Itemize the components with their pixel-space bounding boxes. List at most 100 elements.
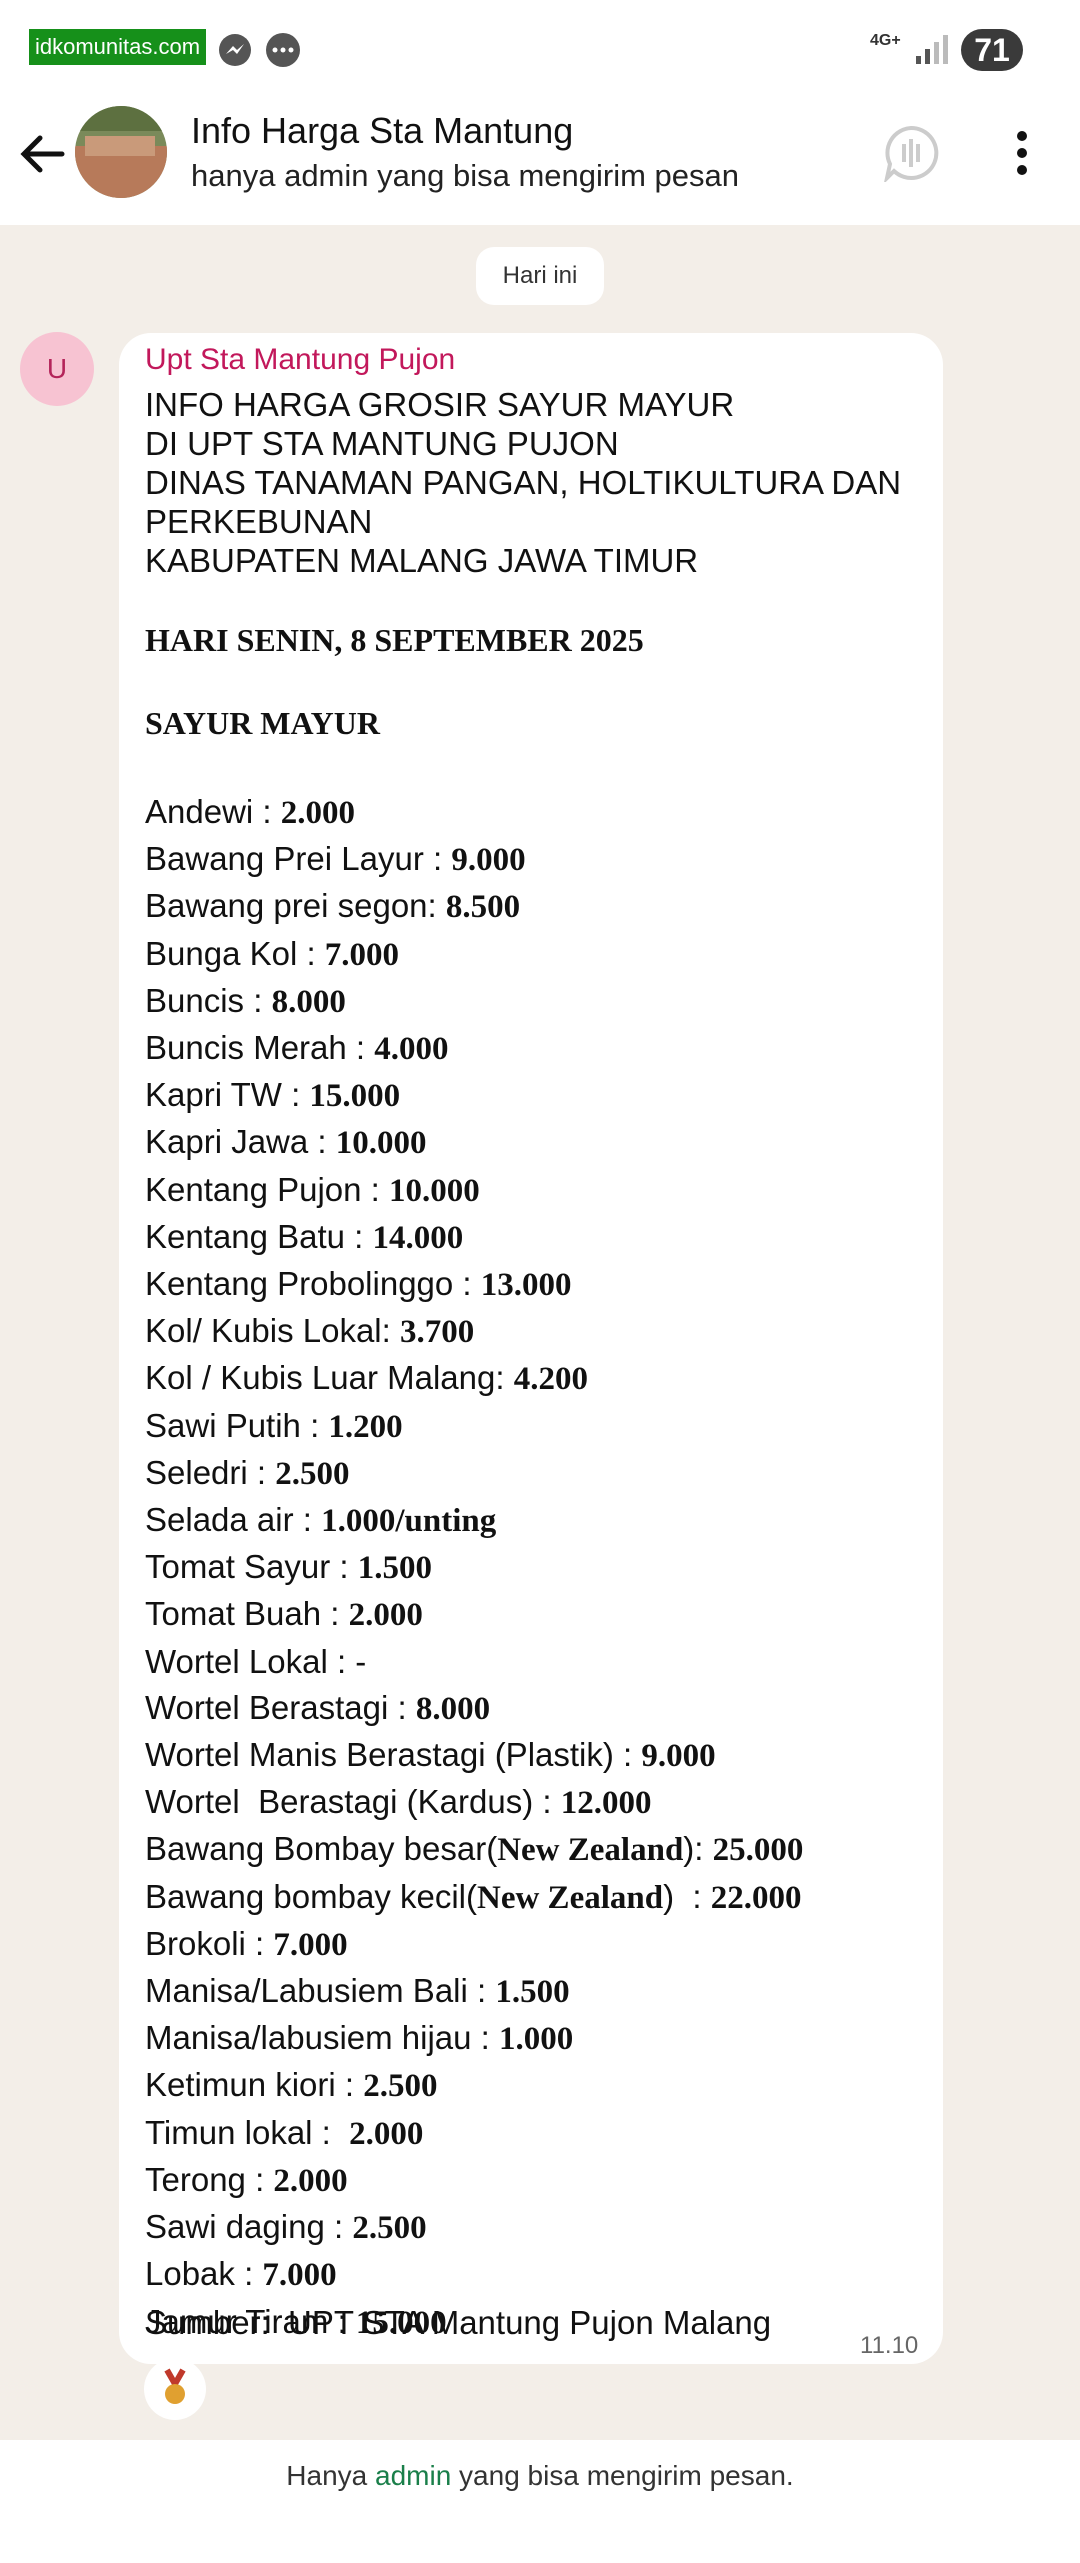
item-name: Lobak : [145, 2255, 263, 2293]
price-row: Wortel Lokal : - [145, 1639, 803, 1685]
price: 9.000 [641, 1738, 716, 1775]
menu-button[interactable] [1008, 128, 1036, 178]
price: 7.000 [262, 2257, 337, 2294]
footer-text: yang bisa mengirim pesan. [451, 2460, 794, 2491]
heading-line: KABUPATEN MALANG JAWA TIMUR [145, 542, 699, 579]
price: 7.000 [273, 1926, 348, 1963]
price-row: Brokoli : 7.000 [145, 1921, 803, 1968]
price: 2.500 [352, 2210, 427, 2247]
item-name: Sawi Putih : [145, 1406, 329, 1444]
item-name: Timun lokal : [145, 2113, 350, 2151]
network-type: 4G+ [870, 32, 901, 49]
item-name: Andewi : [145, 793, 281, 830]
reaction[interactable] [142, 2356, 208, 2422]
price: 2.500 [363, 2068, 438, 2105]
signal-icon [916, 35, 948, 64]
price: 8.500 [445, 889, 521, 926]
back-button[interactable] [18, 128, 68, 178]
price-row: Timun lokal : 2.000 [145, 2110, 803, 2157]
item-name: Kentang Batu : [145, 1217, 373, 1255]
price-row: Tomat Sayur : 1.500 [145, 1544, 803, 1591]
price: 7.000 [324, 936, 400, 973]
price: 1.500 [495, 1974, 570, 2011]
price-row: Wortel Berastagi (Kardus) : 12.000 [145, 1779, 803, 1826]
price-row: Buncis : 8.000 [145, 978, 803, 1025]
item-name: Bawang Bombay besar( [145, 1830, 498, 1868]
price-row: Buncis Merah : 4.000 [145, 1025, 803, 1072]
item-name: Manisa/Labusiem Bali : [145, 1972, 496, 2010]
heading: INFO HARGA GROSIR SAYUR MAYUR DI UPT STA … [145, 385, 905, 580]
price: 2.000 [348, 1597, 423, 1634]
heading-line: INFO HARGA GROSIR SAYUR MAYUR [145, 386, 735, 423]
price: 2.000 [280, 795, 355, 831]
sender-name: Upt Sta Mantung Pujon [145, 343, 456, 376]
item-name: Terong : [145, 2160, 274, 2198]
chat-title[interactable]: Info Harga Sta Mantung [191, 110, 574, 151]
price: 1.200 [328, 1408, 403, 1445]
price: 12.000 [560, 1785, 652, 1822]
price: 10.000 [335, 1125, 427, 1162]
price: 9.000 [451, 842, 526, 879]
item-name: ): [683, 1830, 713, 1868]
price-row: Kapri TW : 15.000 [145, 1072, 803, 1119]
item-name: Kentang Probolinggo : [145, 1265, 481, 1303]
price-row: Seledri : 2.500 [145, 1450, 803, 1497]
source: Sumber: UPT STA Mantung Pujon Malang [145, 2304, 772, 2341]
price-row: Bawang Bombay besar(New Zealand): 25.000 [145, 1826, 803, 1873]
price: 2.000 [273, 2162, 348, 2199]
price-row: Bawang prei segon: 8.500 [145, 883, 803, 930]
price-row: Ketimun kiori : 2.500 [145, 2062, 803, 2109]
voice-chat-icon[interactable] [882, 124, 940, 182]
item-name: Bawang Prei Layur : [145, 840, 452, 878]
item-name: Manisa/labusiem hijau : [145, 2019, 500, 2057]
price-row: Tomat Buah : 2.000 [145, 1591, 803, 1638]
item-name: Sawi daging : [145, 2208, 353, 2246]
heading-line: DI UPT STA MANTUNG PUJON [145, 425, 619, 462]
price-list: Andewi : 2.000 Bawang Prei Layur : 9.000 B… [145, 789, 803, 2346]
item-name: Bawang prei segon: [145, 887, 446, 925]
item-name: Wortel Lokal : - [145, 1642, 367, 1680]
item-name: Bunga Kol : [145, 934, 325, 972]
battery: 71 [961, 29, 1023, 71]
price: 4.000 [374, 1031, 449, 1068]
chat-subtitle: hanya admin yang bisa mengirim pesan [191, 158, 739, 193]
price-row: Jamur Tiram : 15.000 [145, 2299, 803, 2346]
price: 2.000 [349, 2115, 424, 2152]
item-name: Kapri TW : [145, 1076, 310, 1114]
item-name: Wortel Manis Berastagi (Plastik) : [145, 1736, 642, 1774]
section-title: SAYUR MAYUR [145, 705, 380, 741]
price: 8.000 [271, 983, 346, 1020]
item-name: Jamur Tiram : [145, 2302, 356, 2340]
price-row: Sawi daging : 2.500 [145, 2204, 803, 2251]
watermark: idkomunitas.com [29, 29, 207, 65]
message-time: 11.10 [860, 2332, 919, 2359]
price-row: Kapri Jawa : 10.000 [145, 1119, 803, 1166]
date-chip: Hari ini [476, 247, 604, 305]
group-avatar[interactable] [75, 106, 167, 198]
item-name: Buncis : [145, 981, 272, 1019]
item-name: Seledri : [145, 1453, 276, 1491]
item-name: Kentang Pujon : [145, 1170, 390, 1208]
price: 4.200 [513, 1361, 588, 1398]
price: New Zealand [477, 1879, 664, 1916]
price: 10.000 [389, 1172, 480, 1209]
price-row: Wortel Manis Berastagi (Plastik) : 9.000 [145, 1732, 803, 1779]
price-row: Lobak : 7.000 [145, 2251, 803, 2298]
item-name: Bawang bombay kecil( [145, 1877, 477, 1915]
item-name: Kol / Kubis Luar Malang: [145, 1359, 514, 1397]
item-name: Wortel Berastagi : [145, 1688, 416, 1726]
notification-icons [219, 33, 300, 67]
footer-text: Hanya admin yang bisa mengirim pesan. [0, 2460, 1080, 2492]
price: 15.000 [355, 2304, 447, 2341]
date-line: HARI SENIN, 8 SEPTEMBER 2025 [145, 622, 644, 658]
footer [0, 2440, 1080, 2563]
price-row: Sawi Putih : 1.200 [145, 1403, 803, 1450]
sender-avatar[interactable]: U [20, 332, 94, 406]
message-bubble [119, 333, 943, 2364]
admin-link[interactable]: admin [375, 2460, 452, 2491]
item-name: Ketimun kiori : [145, 2066, 364, 2104]
price: 1.000 [499, 2021, 574, 2058]
item-name: Tomat Sayur : [145, 1548, 358, 1586]
price: New Zealand [497, 1832, 684, 1869]
